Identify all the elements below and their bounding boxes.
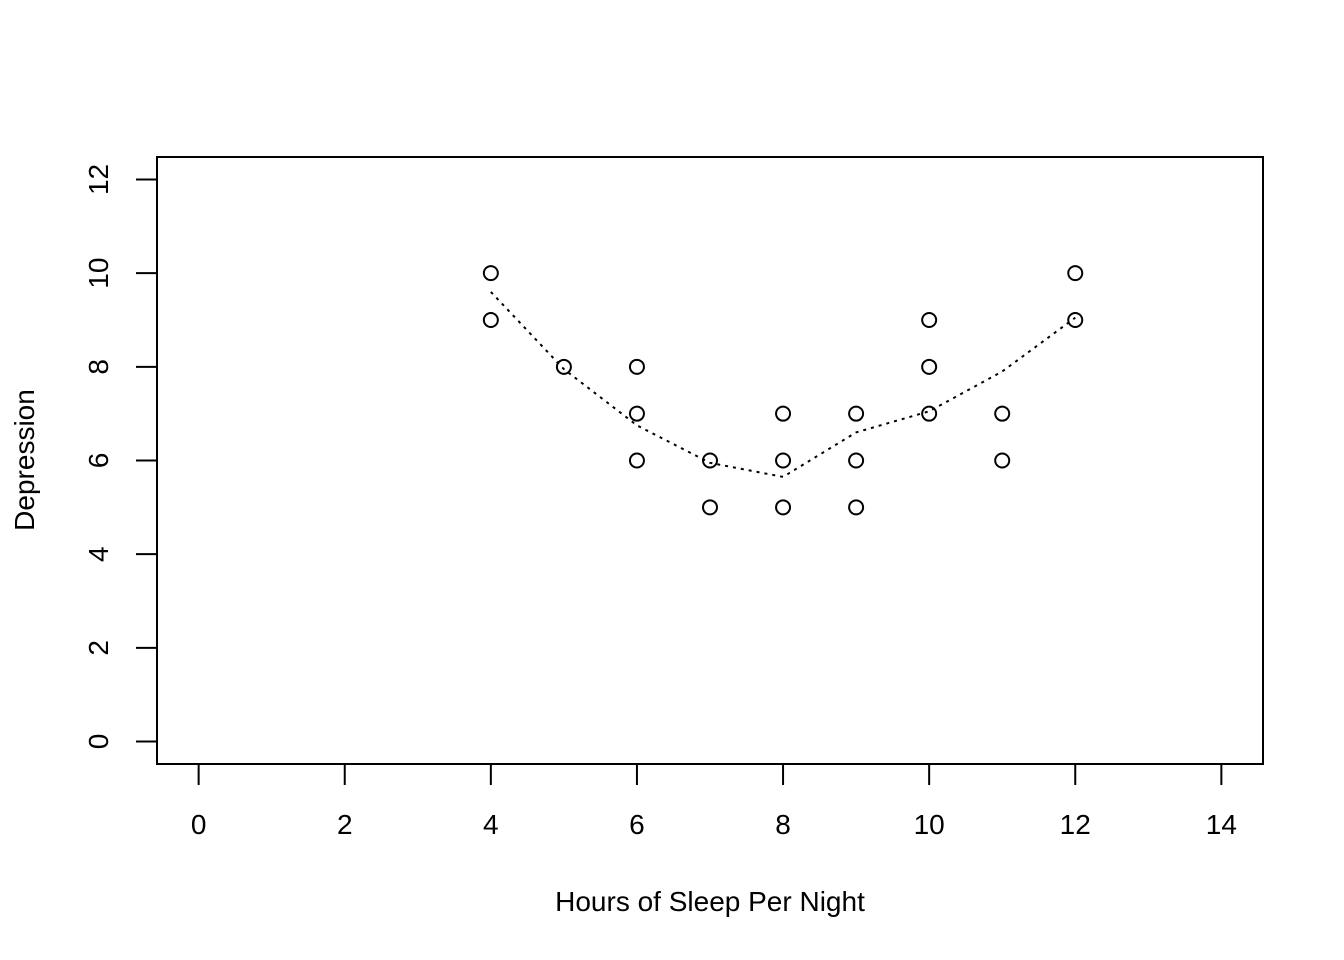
data-point bbox=[628, 405, 645, 422]
data-point bbox=[848, 452, 865, 469]
x-axis-label: Hours of Sleep Per Night bbox=[555, 886, 865, 917]
data-point bbox=[1067, 311, 1084, 328]
data-point bbox=[775, 499, 792, 516]
y-tick-label: 12 bbox=[83, 164, 114, 195]
y-tick-label: 2 bbox=[83, 640, 114, 656]
data-point bbox=[994, 452, 1011, 469]
y-tick-label: 10 bbox=[83, 258, 114, 289]
y-tick-label: 6 bbox=[83, 453, 114, 469]
data-point bbox=[1067, 265, 1084, 282]
data-point bbox=[702, 452, 718, 469]
data-point bbox=[848, 405, 865, 422]
x-tick-label: 14 bbox=[1206, 809, 1237, 840]
data-point bbox=[702, 499, 718, 516]
data-point bbox=[921, 311, 938, 328]
data-point bbox=[628, 358, 645, 375]
x-tick-label: 4 bbox=[483, 809, 499, 840]
data-point bbox=[775, 405, 792, 422]
y-axis-label: Depression bbox=[9, 389, 40, 531]
y-tick-label: 8 bbox=[83, 359, 114, 375]
data-point bbox=[775, 452, 792, 469]
y-axis: 0 2 4 6 8 10 12 bbox=[83, 164, 158, 750]
x-tick-label: 8 bbox=[775, 809, 791, 840]
smooth-line bbox=[490, 291, 1076, 478]
points-layer bbox=[482, 265, 1084, 516]
y-tick-label: 0 bbox=[83, 734, 114, 750]
x-tick-label: 6 bbox=[629, 809, 645, 840]
x-tick-label: 12 bbox=[1060, 809, 1091, 840]
data-point bbox=[848, 499, 865, 516]
data-point bbox=[921, 405, 938, 422]
y-tick-label: 4 bbox=[83, 546, 114, 562]
data-point bbox=[994, 405, 1011, 422]
data-point bbox=[921, 358, 938, 375]
x-axis: 0 2 4 6 8 10 12 14 bbox=[191, 763, 1237, 840]
data-point bbox=[628, 452, 645, 469]
data-point bbox=[555, 358, 572, 375]
x-tick-label: 10 bbox=[914, 809, 945, 840]
plot-frame bbox=[156, 156, 1264, 765]
x-tick-label: 0 bbox=[191, 809, 207, 840]
x-tick-label: 2 bbox=[337, 809, 353, 840]
data-point bbox=[482, 311, 499, 328]
data-point bbox=[482, 265, 499, 282]
smooth-line-layer bbox=[490, 291, 1076, 478]
